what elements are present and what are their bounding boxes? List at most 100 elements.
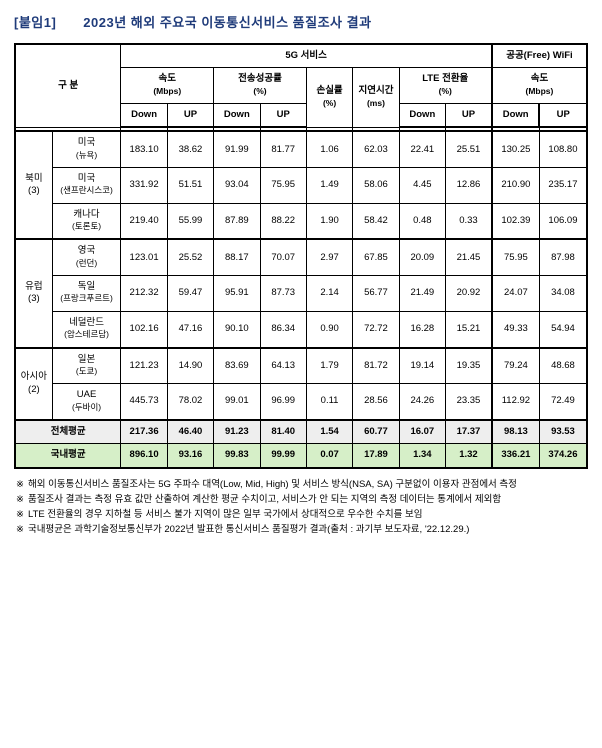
table-cell: 19.14	[399, 348, 445, 384]
country-cell: UAE(두바이)	[52, 384, 121, 420]
table-cell: 59.47	[167, 276, 213, 312]
country-cell: 캐나다(토론토)	[52, 203, 121, 239]
table-cell: 235.17	[539, 168, 587, 204]
summary-cell: 99.99	[260, 444, 306, 468]
footnote-line: ※품질조사 결과는 측정 유효 값만 산출하여 계산한 평균 수치이고, 서비스…	[14, 492, 588, 507]
table-cell: 1.79	[306, 348, 352, 384]
hdr-wifi-speed: 속도(Mbps)	[492, 68, 587, 104]
summary-cell: 1.32	[446, 444, 492, 468]
footnote-line: ※해외 이동통신서비스 품질조사는 5G 주파수 대역(Low, Mid, Hi…	[14, 477, 588, 492]
table-row: 아시아(2)일본(도쿄)121.2314.9083.6964.131.7981.…	[15, 348, 587, 384]
hdr-up: UP	[167, 104, 213, 128]
table-cell: 55.99	[167, 203, 213, 239]
table-cell: 88.22	[260, 203, 306, 239]
footnote-line: ※LTE 전환율의 경우 지하철 등 서비스 불가 지역이 많은 일부 국가에서…	[14, 507, 588, 522]
table-cell: 1.90	[306, 203, 352, 239]
table-cell: 16.28	[399, 311, 445, 347]
hdr-up: UP	[539, 104, 587, 128]
table-cell: 75.95	[492, 239, 540, 275]
country-cell: 네덜란드(암스테르담)	[52, 311, 121, 347]
table-cell: 130.25	[492, 131, 540, 167]
table-cell: 183.10	[121, 131, 167, 167]
table-cell: 24.26	[399, 384, 445, 420]
table-row: 미국(샌프란시스코)331.9251.5193.0475.951.4958.06…	[15, 168, 587, 204]
table-cell: 93.04	[214, 168, 260, 204]
table-row: 독일(프랑크푸르트)212.3259.4795.9187.732.1456.77…	[15, 276, 587, 312]
table-cell: 54.94	[539, 311, 587, 347]
hdr-down: Down	[492, 104, 540, 128]
table-cell: 56.77	[353, 276, 399, 312]
footnote-line: ※국내평균은 과학기술정보통신부가 2022년 발표한 통신서비스 품질평가 결…	[14, 522, 588, 537]
table-cell: 121.23	[121, 348, 167, 384]
table-cell: 106.09	[539, 203, 587, 239]
table-cell: 212.32	[121, 276, 167, 312]
table-cell: 81.77	[260, 131, 306, 167]
summary-cell: 99.83	[214, 444, 260, 468]
summary-cell: 217.36	[121, 420, 167, 444]
table-cell: 47.16	[167, 311, 213, 347]
summary-row: 국내평균896.1093.1699.8399.990.0717.891.341.…	[15, 444, 587, 468]
table-cell: 20.92	[446, 276, 492, 312]
table-cell: 25.51	[446, 131, 492, 167]
hdr-up: UP	[446, 104, 492, 128]
note-text: LTE 전환율의 경우 지하철 등 서비스 불가 지역이 많은 일부 국가에서 …	[28, 507, 588, 522]
table-cell: 102.16	[121, 311, 167, 347]
bullet-icon: ※	[14, 477, 28, 492]
hdr-loss: 손실률(%)	[306, 68, 352, 128]
summary-cell: 93.53	[539, 420, 587, 444]
table-cell: 75.95	[260, 168, 306, 204]
summary-cell: 336.21	[492, 444, 540, 468]
table-cell: 96.99	[260, 384, 306, 420]
table-cell: 123.01	[121, 239, 167, 275]
table-cell: 62.03	[353, 131, 399, 167]
table-cell: 48.68	[539, 348, 587, 384]
table-cell: 58.42	[353, 203, 399, 239]
table-cell: 72.72	[353, 311, 399, 347]
table-cell: 0.11	[306, 384, 352, 420]
summary-cell: 93.16	[167, 444, 213, 468]
table-cell: 1.06	[306, 131, 352, 167]
table-cell: 78.02	[167, 384, 213, 420]
table-cell: 21.49	[399, 276, 445, 312]
summary-cell: 0.07	[306, 444, 352, 468]
table-cell: 34.08	[539, 276, 587, 312]
summary-cell: 46.40	[167, 420, 213, 444]
table-cell: 112.92	[492, 384, 540, 420]
table-cell: 219.40	[121, 203, 167, 239]
summary-cell: 1.34	[399, 444, 445, 468]
table-cell: 38.62	[167, 131, 213, 167]
table-row: UAE(두바이)445.7378.0299.0196.990.1128.5624…	[15, 384, 587, 420]
table-cell: 91.99	[214, 131, 260, 167]
hdr-down: Down	[399, 104, 445, 128]
table-cell: 86.34	[260, 311, 306, 347]
table-cell: 14.90	[167, 348, 213, 384]
page-title: [붙임1] 2023년 해외 주요국 이동통신서비스 품질조사 결과	[14, 12, 588, 31]
country-cell: 일본(도쿄)	[52, 348, 121, 384]
summary-row: 전체평균217.3646.4091.2381.401.5460.7716.071…	[15, 420, 587, 444]
table-cell: 4.45	[399, 168, 445, 204]
hdr-wifi: 공공(Free) WiFi	[492, 44, 587, 68]
table-cell: 88.17	[214, 239, 260, 275]
table-cell: 51.51	[167, 168, 213, 204]
result-table: 구 분 5G 서비스 공공(Free) WiFi 속도(Mbps) 전송성공률(…	[14, 43, 588, 469]
summary-cell: 16.07	[399, 420, 445, 444]
note-text: 해외 이동통신서비스 품질조사는 5G 주파수 대역(Low, Mid, Hig…	[28, 477, 588, 492]
hdr-category: 구 분	[15, 44, 121, 127]
table-cell: 108.80	[539, 131, 587, 167]
hdr-speed: 속도(Mbps)	[121, 68, 214, 104]
summary-cell: 1.54	[306, 420, 352, 444]
table-cell: 21.45	[446, 239, 492, 275]
bullet-icon: ※	[14, 522, 28, 537]
table-cell: 2.97	[306, 239, 352, 275]
bullet-icon: ※	[14, 507, 28, 522]
country-cell: 미국(뉴욕)	[52, 131, 121, 167]
note-text: 국내평균은 과학기술정보통신부가 2022년 발표한 통신서비스 품질평가 결과…	[28, 522, 588, 537]
table-cell: 0.90	[306, 311, 352, 347]
footnotes: ※해외 이동통신서비스 품질조사는 5G 주파수 대역(Low, Mid, Hi…	[14, 477, 588, 538]
hdr-up: UP	[260, 104, 306, 128]
table-row: 유럽(3)영국(런던)123.0125.5288.1770.072.9767.8…	[15, 239, 587, 275]
table-cell: 25.52	[167, 239, 213, 275]
table-cell: 67.85	[353, 239, 399, 275]
region-cell: 유럽(3)	[15, 239, 52, 347]
table-cell: 12.86	[446, 168, 492, 204]
